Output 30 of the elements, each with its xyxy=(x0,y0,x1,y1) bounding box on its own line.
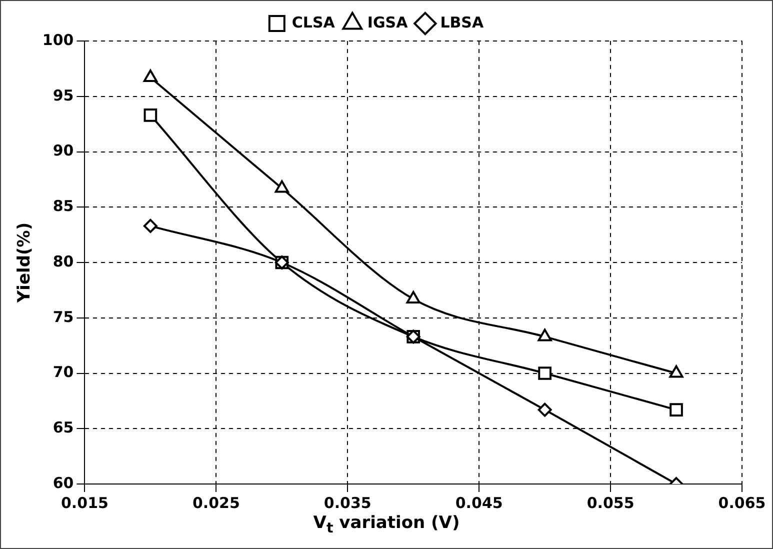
point xyxy=(143,70,158,82)
point xyxy=(538,366,552,380)
legend-label: CLSA xyxy=(292,13,336,32)
y-tick-label: 65 xyxy=(52,418,74,437)
point xyxy=(538,328,552,342)
y-tick-label: 60 xyxy=(52,474,74,492)
x-tick-label: 0.055 xyxy=(586,494,634,512)
y-axis-title: Yield(%) xyxy=(14,222,35,304)
y-tick-label: 75 xyxy=(52,308,74,326)
x-tick-label: 0.025 xyxy=(192,494,240,512)
x-tick-label: 0.065 xyxy=(718,494,766,512)
y-tick-label: 95 xyxy=(52,86,74,104)
point xyxy=(538,402,552,417)
x-tick-label: 0.045 xyxy=(455,494,503,512)
point xyxy=(670,403,683,416)
y-tick-label: 90 xyxy=(52,142,74,160)
point xyxy=(406,291,420,304)
legend-label: LBSA xyxy=(440,13,484,32)
y-tick-label: 85 xyxy=(52,197,74,216)
y-tick-label: 70 xyxy=(52,363,74,382)
x-tick-label: 0.035 xyxy=(324,494,372,512)
y-tick-label: 100 xyxy=(42,30,74,49)
x-axis-title: V$_{t}$ variation (V) xyxy=(312,513,461,536)
point xyxy=(669,365,684,378)
point xyxy=(144,108,158,122)
legend-label: IGSA xyxy=(367,13,408,32)
point xyxy=(274,180,289,193)
y-tick-label: 80 xyxy=(52,252,74,270)
x-tick-label: 0.015 xyxy=(60,494,108,512)
point xyxy=(143,218,158,233)
